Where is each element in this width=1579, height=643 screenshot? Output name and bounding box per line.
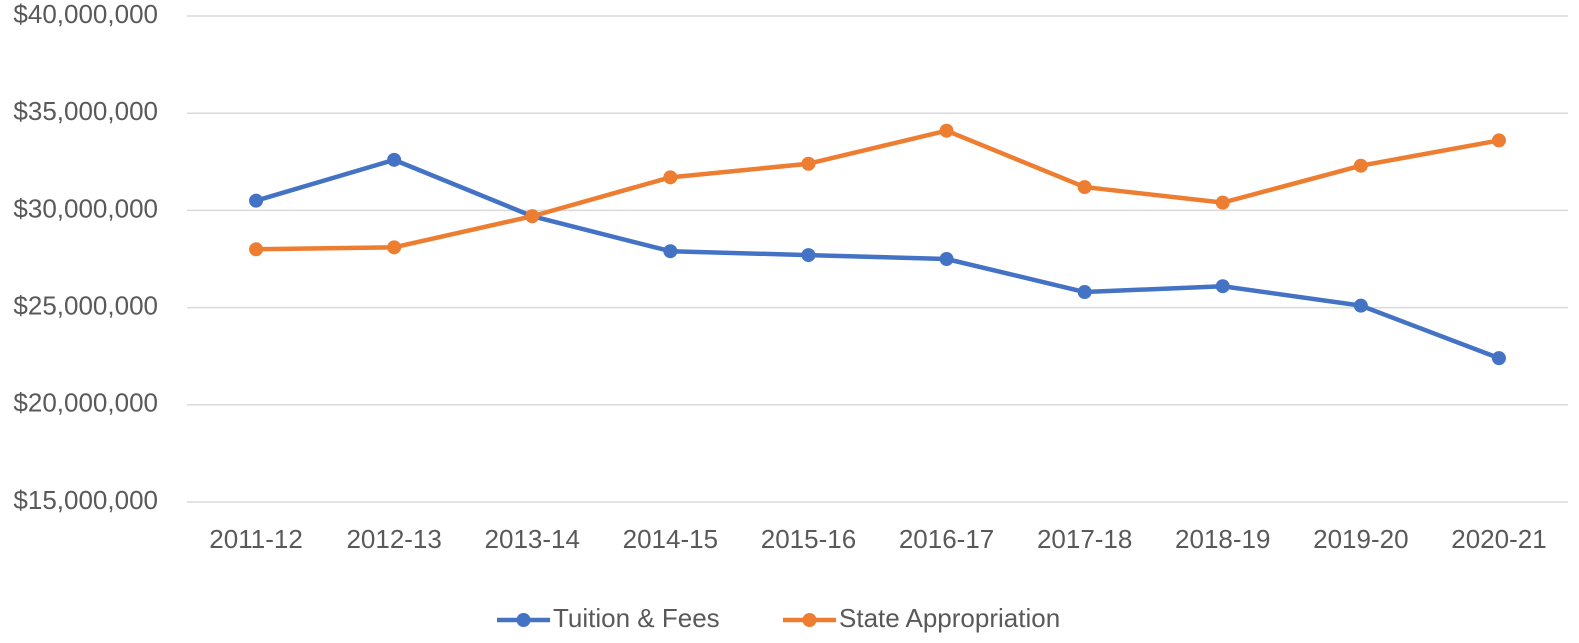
point-marker — [387, 152, 402, 167]
point-marker — [801, 156, 816, 171]
point-marker — [1077, 180, 1092, 195]
y-tick-label: $15,000,000 — [13, 485, 158, 515]
series-line — [256, 128, 1500, 252]
point-marker — [663, 244, 678, 259]
x-tick-label: 2016-17 — [899, 524, 994, 554]
point-marker — [1353, 298, 1368, 313]
point-marker — [1215, 279, 1230, 294]
y-tick-label: $20,000,000 — [13, 388, 158, 418]
legend-marker — [802, 613, 817, 627]
x-tick-label: 2017-18 — [1037, 524, 1132, 554]
x-tick-label: 2019-20 — [1313, 524, 1408, 554]
point-marker — [939, 252, 954, 266]
series-line — [255, 157, 1500, 361]
point-marker — [249, 193, 264, 208]
point-marker — [939, 123, 954, 138]
point-marker — [1215, 195, 1230, 210]
point-marker — [1491, 133, 1506, 148]
point-marker — [1491, 351, 1506, 366]
point-marker — [1353, 158, 1368, 173]
x-tick-label: 2011-12 — [209, 524, 303, 554]
y-tick-label: $40,000,000 — [13, 0, 158, 29]
legend-label: State Appropriation — [839, 603, 1060, 633]
x-tick-label: 2014-15 — [623, 524, 718, 554]
x-tick-label: 2018-19 — [1175, 524, 1270, 554]
point-marker — [663, 170, 678, 185]
y-tick-label: $30,000,000 — [13, 193, 158, 223]
point-marker — [801, 248, 816, 263]
point-marker — [249, 242, 264, 257]
y-tick-label: $35,000,000 — [13, 96, 158, 126]
x-tick-label: 2015-16 — [761, 524, 856, 554]
x-tick-label: 2020-21 — [1451, 524, 1546, 554]
x-tick-label: 2013-14 — [485, 524, 580, 554]
point-marker — [1077, 285, 1092, 300]
legend-label: Tuition & Fees — [553, 603, 720, 633]
point-marker — [525, 209, 540, 224]
y-tick-label: $25,000,000 — [13, 290, 158, 320]
x-tick-label: 2012-13 — [346, 524, 441, 554]
legend-marker — [516, 613, 531, 627]
point-marker — [387, 240, 402, 255]
